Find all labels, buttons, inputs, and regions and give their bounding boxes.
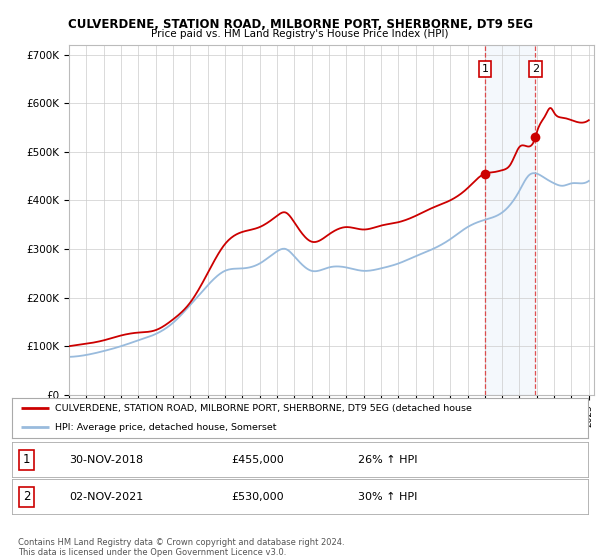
Text: Contains HM Land Registry data © Crown copyright and database right 2024.
This d: Contains HM Land Registry data © Crown c…	[18, 538, 344, 557]
Text: 02-NOV-2021: 02-NOV-2021	[70, 492, 144, 502]
Text: CULVERDENE, STATION ROAD, MILBORNE PORT, SHERBORNE, DT9 5EG: CULVERDENE, STATION ROAD, MILBORNE PORT,…	[67, 18, 533, 31]
Text: HPI: Average price, detached house, Somerset: HPI: Average price, detached house, Some…	[55, 423, 277, 432]
Text: 30% ↑ HPI: 30% ↑ HPI	[358, 492, 417, 502]
Text: £455,000: £455,000	[231, 455, 284, 465]
Text: 30-NOV-2018: 30-NOV-2018	[70, 455, 144, 465]
Text: CULVERDENE, STATION ROAD, MILBORNE PORT, SHERBORNE, DT9 5EG (detached house: CULVERDENE, STATION ROAD, MILBORNE PORT,…	[55, 404, 472, 413]
Text: 1: 1	[481, 64, 488, 74]
Text: 2: 2	[532, 64, 539, 74]
Text: 26% ↑ HPI: 26% ↑ HPI	[358, 455, 417, 465]
Bar	[485, 45, 535, 395]
Text: 2: 2	[23, 490, 30, 503]
Text: £530,000: £530,000	[231, 492, 284, 502]
Text: Price paid vs. HM Land Registry's House Price Index (HPI): Price paid vs. HM Land Registry's House …	[151, 29, 449, 39]
Text: 1: 1	[23, 453, 30, 466]
